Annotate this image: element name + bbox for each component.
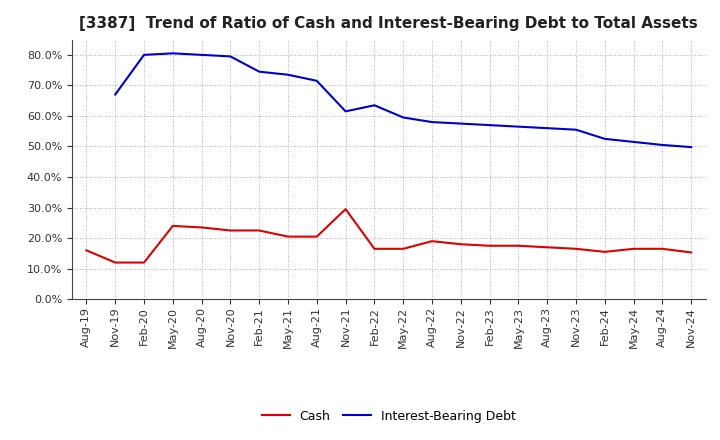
- Cash: [485, 243, 494, 249]
- Interest-Bearing Debt: [312, 78, 321, 84]
- Cash: [312, 234, 321, 239]
- Cash: [82, 248, 91, 253]
- Interest-Bearing Debt: [572, 127, 580, 132]
- Interest-Bearing Debt: [629, 139, 638, 145]
- Cash: [197, 225, 206, 230]
- Interest-Bearing Debt: [543, 125, 552, 131]
- Cash: [370, 246, 379, 251]
- Interest-Bearing Debt: [284, 72, 292, 77]
- Interest-Bearing Debt: [456, 121, 465, 126]
- Interest-Bearing Debt: [255, 69, 264, 74]
- Cash: [600, 249, 609, 254]
- Interest-Bearing Debt: [370, 103, 379, 108]
- Cash: [284, 234, 292, 239]
- Title: [3387]  Trend of Ratio of Cash and Interest-Bearing Debt to Total Assets: [3387] Trend of Ratio of Cash and Intere…: [79, 16, 698, 32]
- Interest-Bearing Debt: [168, 51, 177, 56]
- Cash: [111, 260, 120, 265]
- Cash: [687, 250, 696, 255]
- Cash: [140, 260, 148, 265]
- Interest-Bearing Debt: [514, 124, 523, 129]
- Cash: [399, 246, 408, 251]
- Cash: [255, 228, 264, 233]
- Interest-Bearing Debt: [399, 115, 408, 120]
- Interest-Bearing Debt: [485, 122, 494, 128]
- Interest-Bearing Debt: [428, 119, 436, 125]
- Legend: Cash, Interest-Bearing Debt: Cash, Interest-Bearing Debt: [257, 405, 521, 428]
- Interest-Bearing Debt: [197, 52, 206, 58]
- Cash: [428, 238, 436, 244]
- Interest-Bearing Debt: [226, 54, 235, 59]
- Interest-Bearing Debt: [140, 52, 148, 58]
- Cash: [543, 245, 552, 250]
- Cash: [226, 228, 235, 233]
- Cash: [514, 243, 523, 249]
- Interest-Bearing Debt: [600, 136, 609, 142]
- Cash: [658, 246, 667, 251]
- Interest-Bearing Debt: [687, 144, 696, 150]
- Cash: [341, 206, 350, 212]
- Interest-Bearing Debt: [341, 109, 350, 114]
- Cash: [629, 246, 638, 251]
- Line: Interest-Bearing Debt: Interest-Bearing Debt: [115, 53, 691, 147]
- Interest-Bearing Debt: [111, 92, 120, 97]
- Cash: [168, 223, 177, 228]
- Cash: [456, 242, 465, 247]
- Line: Cash: Cash: [86, 209, 691, 263]
- Interest-Bearing Debt: [658, 142, 667, 147]
- Cash: [572, 246, 580, 251]
